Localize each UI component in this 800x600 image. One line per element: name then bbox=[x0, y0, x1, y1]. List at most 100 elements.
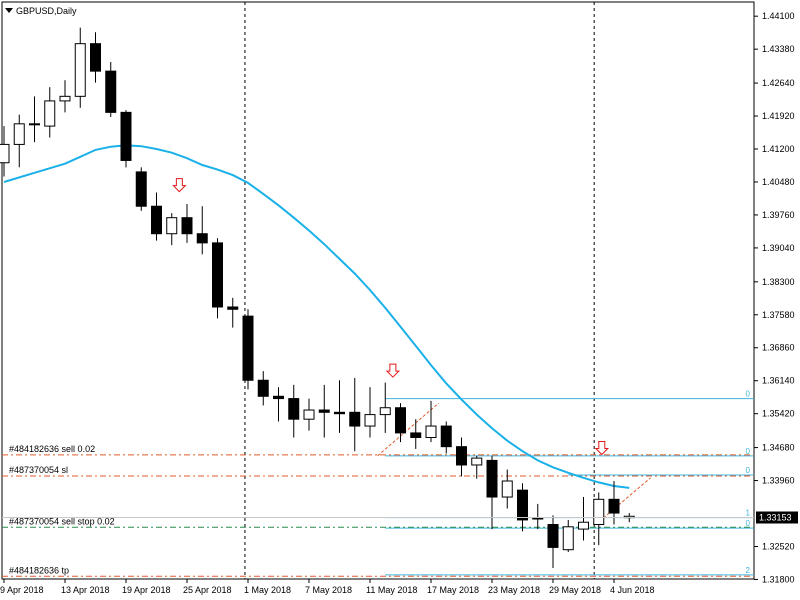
time-tick-label: 17 May 2018 bbox=[427, 585, 479, 595]
chart-title: GBPUSD,Daily bbox=[16, 6, 77, 16]
period-separators bbox=[244, 2, 595, 579]
order-label: #487370054 sell stop 0.02 bbox=[9, 516, 115, 526]
candle bbox=[59, 80, 71, 113]
candle-body bbox=[578, 521, 589, 530]
time-tick-label: 9 Apr 2018 bbox=[0, 585, 44, 595]
time-tick-label: 7 May 2018 bbox=[305, 585, 352, 595]
chart-header: GBPUSD,Daily bbox=[5, 6, 77, 16]
candle-body bbox=[59, 95, 71, 102]
price-tick-label: 1.36860 bbox=[762, 343, 795, 353]
price-tick-label: 1.44100 bbox=[762, 11, 795, 21]
time-tick-label: 4 Jun 2018 bbox=[610, 585, 655, 595]
candle bbox=[242, 309, 254, 390]
candle-body bbox=[257, 379, 269, 397]
price-tick-label: 1.39040 bbox=[762, 243, 795, 253]
candle-body bbox=[13, 123, 25, 145]
candle-body bbox=[471, 457, 483, 466]
candle-body bbox=[593, 498, 605, 526]
candle bbox=[151, 192, 162, 241]
candle bbox=[425, 400, 437, 443]
candle-body bbox=[44, 100, 56, 127]
candle bbox=[0, 126, 10, 177]
level-tag: 0 bbox=[746, 466, 751, 475]
trend-segment bbox=[595, 477, 651, 525]
price-tick-label: 1.34680 bbox=[762, 443, 795, 453]
trend-segment bbox=[377, 402, 439, 457]
candle bbox=[517, 483, 528, 532]
candle bbox=[90, 32, 101, 83]
candle-body bbox=[608, 498, 620, 514]
price-tick-label: 1.31800 bbox=[762, 574, 795, 584]
price-tick-label: 1.38300 bbox=[762, 277, 795, 287]
sell-arrow-icon bbox=[385, 363, 401, 378]
candle bbox=[334, 380, 345, 433]
candle-body bbox=[212, 242, 223, 308]
candle bbox=[486, 455, 498, 530]
candle-body bbox=[440, 425, 452, 448]
triangle-down-icon[interactable] bbox=[5, 8, 13, 13]
price-tick-label: 1.33960 bbox=[762, 476, 795, 486]
candle-body bbox=[151, 205, 162, 235]
time-axis[interactable]: 9 Apr 2018 13 Apr 2018 19 Apr 2018 25 Apr 2… bbox=[0, 579, 655, 595]
order-label: #484182636 tp bbox=[9, 565, 69, 575]
candle bbox=[212, 238, 223, 319]
level-tag: 0 bbox=[746, 390, 751, 399]
candle-body bbox=[547, 524, 559, 548]
candle bbox=[471, 455, 483, 479]
moving-average bbox=[3, 144, 630, 489]
time-tick-label: 25 Apr 2018 bbox=[183, 585, 232, 595]
price-tick-label: 1.42640 bbox=[762, 78, 795, 88]
candle bbox=[440, 421, 452, 454]
candle bbox=[303, 398, 315, 431]
price-tick-label: 1.35420 bbox=[762, 409, 795, 419]
candle-body bbox=[273, 395, 284, 400]
level-tag: 1 bbox=[746, 509, 751, 518]
candle-body bbox=[135, 171, 147, 207]
price-tick-label: 1.41200 bbox=[762, 144, 795, 154]
candle bbox=[318, 384, 330, 438]
current-price-label: 1.33153 bbox=[759, 512, 792, 522]
candle bbox=[120, 110, 132, 168]
candle-body bbox=[90, 43, 101, 72]
price-axis[interactable]: 1.44100 1.43380 1.42640 1.41920 1.41200 1.404… bbox=[754, 11, 795, 584]
level-tag: 2 bbox=[746, 566, 751, 575]
candle-body bbox=[318, 409, 330, 413]
candle bbox=[135, 167, 147, 211]
time-tick-label: 29 May 2018 bbox=[549, 585, 601, 595]
candle bbox=[227, 297, 239, 328]
candle-body bbox=[562, 526, 574, 551]
candle bbox=[349, 377, 361, 452]
candle bbox=[593, 492, 605, 546]
level-tag: 0 bbox=[746, 519, 751, 528]
candle-body bbox=[303, 409, 315, 420]
time-tick-label: 13 Apr 2018 bbox=[61, 585, 110, 595]
candle-body bbox=[517, 489, 528, 521]
candle bbox=[395, 403, 406, 443]
candle bbox=[105, 61, 117, 117]
candle bbox=[379, 382, 391, 433]
candle bbox=[13, 114, 25, 168]
candle bbox=[181, 203, 193, 243]
candle bbox=[547, 515, 559, 569]
candle bbox=[44, 87, 56, 138]
time-tick-label: 11 May 2018 bbox=[366, 585, 417, 595]
candle bbox=[562, 519, 574, 552]
price-tick-label: 1.37580 bbox=[762, 310, 795, 320]
level-tag: 0 bbox=[746, 447, 751, 456]
candle bbox=[501, 469, 513, 509]
candle-body bbox=[181, 217, 193, 235]
price-tick-label: 1.41920 bbox=[762, 111, 795, 121]
moving-average-line bbox=[3, 144, 630, 489]
candle-body bbox=[486, 459, 498, 498]
price-tick-label: 1.36140 bbox=[762, 376, 795, 386]
candle-body bbox=[379, 407, 391, 416]
candle-body bbox=[166, 217, 178, 235]
order-lines[interactable]: #484182636 sell 0.02 #487370054 sl #487370… bbox=[2, 444, 754, 577]
sell-arrow-icon bbox=[172, 178, 187, 193]
sell-arrow-icon bbox=[594, 440, 610, 456]
candle bbox=[166, 213, 178, 246]
